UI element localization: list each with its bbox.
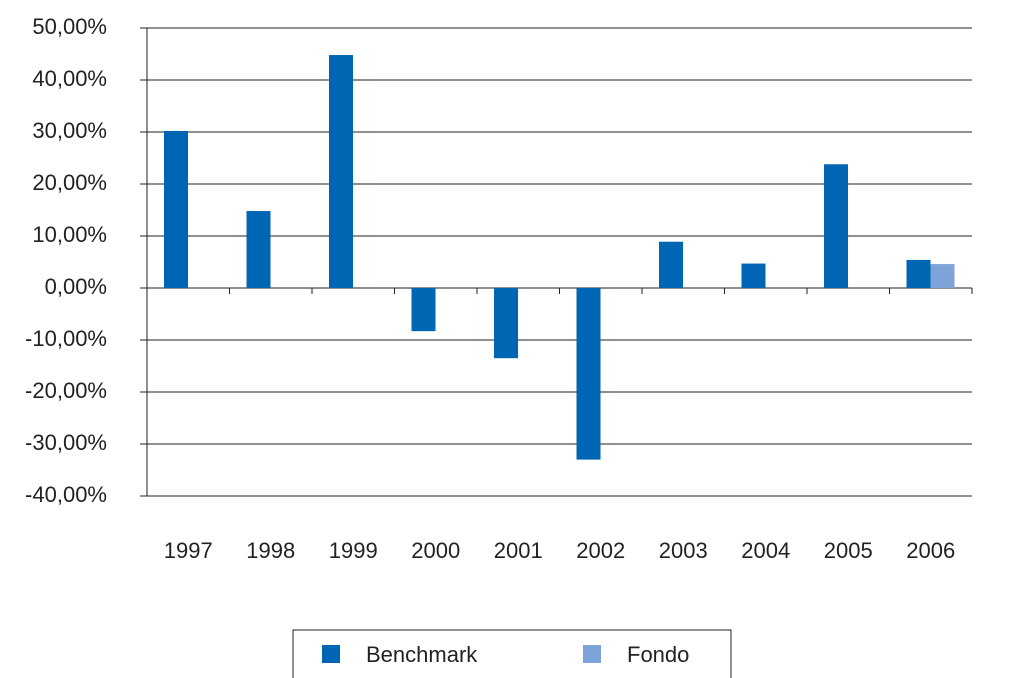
y-tick-label: -10,00% [25, 326, 107, 351]
legend-box [292, 629, 732, 678]
y-tick-label: 10,00% [32, 222, 107, 247]
legend-label: Benchmark [366, 642, 478, 667]
bar [741, 263, 766, 288]
bar [659, 241, 683, 288]
y-tick-label: 50,00% [32, 14, 107, 39]
y-tick-label: -40,00% [25, 482, 107, 507]
x-tick-label: 1998 [246, 538, 295, 563]
legend-label: Fondo [627, 642, 689, 667]
bar [824, 164, 848, 288]
y-tick-label: 30,00% [32, 118, 107, 143]
bar [164, 130, 188, 288]
y-tick-label: -30,00% [25, 430, 107, 455]
bar [494, 288, 518, 359]
x-tick-label: 1997 [164, 538, 213, 563]
y-tick-label: -20,00% [25, 378, 107, 403]
bar [411, 288, 436, 332]
bar [906, 259, 931, 288]
y-tick-label: 20,00% [32, 170, 107, 195]
bar [329, 55, 353, 288]
x-tick-label: 1999 [329, 538, 378, 563]
bar [576, 288, 601, 460]
x-tick-label: 2006 [906, 538, 955, 563]
x-tick-label: 2005 [824, 538, 873, 563]
y-tick-label: 0,00% [45, 274, 107, 299]
bar [246, 211, 271, 288]
x-tick-label: 2004 [741, 538, 790, 563]
x-tick-label: 2003 [659, 538, 708, 563]
y-tick-label: 40,00% [32, 66, 107, 91]
bar [930, 264, 955, 288]
legend-swatch [583, 645, 601, 663]
legend-swatch [322, 645, 340, 663]
x-tick-label: 2001 [494, 538, 543, 563]
x-tick-label: 2002 [576, 538, 625, 563]
x-tick-label: 2000 [411, 538, 460, 563]
